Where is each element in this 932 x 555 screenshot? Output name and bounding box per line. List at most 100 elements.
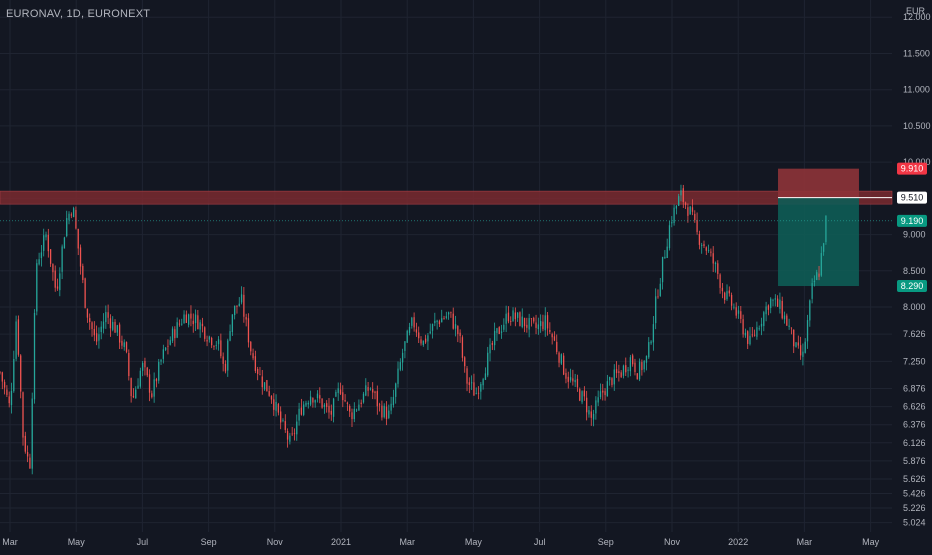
candle-body (652, 324, 655, 343)
x-tick-label: Jul (534, 537, 546, 547)
candle-body (457, 326, 459, 335)
candle-body (606, 381, 609, 397)
candle-body (293, 433, 296, 435)
candle-body (275, 401, 277, 411)
candle-body (696, 220, 698, 233)
price-axis[interactable]: EUR12.00011.50011.00010.50010.0009.5009.… (897, 6, 931, 528)
candle-body (776, 298, 779, 307)
candle-body (259, 374, 261, 376)
candle-body (383, 405, 385, 418)
x-tick-label: 2021 (331, 537, 351, 547)
candle-body (609, 376, 611, 381)
candle-body (703, 244, 705, 247)
candle-body (804, 341, 806, 353)
y-tick-label: 7.626 (903, 329, 926, 339)
candle-body (813, 281, 816, 282)
candle-body (75, 209, 77, 229)
candle-body (151, 393, 153, 398)
candle-body (52, 264, 54, 273)
candle-body (500, 331, 503, 333)
candle-body (595, 400, 597, 414)
price-tag-target-text: 8.290 (901, 281, 924, 291)
candle-body (192, 320, 194, 325)
candle-body (705, 247, 707, 251)
candle-body (63, 237, 66, 249)
candle-body (719, 274, 721, 288)
candle-body (802, 351, 804, 357)
candle-body (339, 389, 342, 394)
y-tick-label: 5.626 (903, 474, 926, 484)
candle-body (726, 291, 728, 300)
candle-body (365, 385, 367, 396)
y-tick-label: 5.426 (903, 489, 926, 499)
candle-body (657, 296, 659, 298)
candle-body (118, 324, 121, 343)
candle-body (160, 359, 162, 362)
candle-body (535, 322, 537, 328)
candle-body (599, 391, 602, 398)
candle-body (650, 341, 652, 344)
candle-body (190, 313, 192, 319)
candle-body (450, 311, 452, 313)
candle-body (70, 214, 72, 216)
candle-body (395, 383, 397, 397)
candle-body (252, 353, 254, 359)
candle-body (282, 420, 284, 422)
candle-body (121, 340, 123, 346)
candle-body (489, 344, 491, 354)
candle-body (72, 208, 75, 218)
candle-body (779, 299, 781, 309)
candle-body (806, 320, 809, 342)
candle-body (40, 252, 43, 259)
candle-body (112, 321, 114, 330)
candle-body (93, 328, 95, 336)
candle-body (487, 352, 489, 376)
candle-body (185, 314, 188, 323)
candle-body (254, 356, 257, 371)
x-tick-label: May (862, 537, 880, 547)
y-tick-label: 10.500 (903, 121, 931, 131)
candle-body (491, 343, 493, 345)
y-tick-label: 10.000 (903, 157, 931, 167)
candle-body (342, 392, 344, 401)
candle-body (291, 433, 293, 435)
candle-body (473, 382, 475, 396)
candle-body (574, 380, 576, 383)
x-tick-label: Nov (267, 537, 284, 547)
candle-body (360, 402, 362, 404)
candle-body (556, 341, 558, 352)
candle-body (406, 330, 408, 343)
candle-body (756, 327, 758, 337)
candle-body (351, 412, 353, 420)
candle-body (79, 247, 82, 267)
candle-body (452, 313, 454, 329)
candle-body (659, 283, 661, 296)
candle-body (786, 315, 788, 326)
candle-body (155, 378, 158, 382)
candle-body (408, 326, 411, 333)
candle-body (604, 391, 606, 396)
x-tick-label: Mar (399, 537, 415, 547)
candle-body (335, 391, 337, 397)
candle-body (68, 213, 70, 221)
candle-body (29, 457, 31, 469)
time-axis[interactable]: Mar May Jul Sep Nov 2021 Mar May Jul Sep Nov 2022 Ma… (2, 537, 879, 547)
candle-body (123, 342, 125, 348)
candle-body (558, 352, 560, 363)
y-tick-label: 12.000 (903, 12, 931, 22)
candle-body (505, 313, 507, 324)
candle-body (507, 312, 510, 322)
candle-body (215, 344, 217, 346)
candle-body (493, 330, 496, 346)
candle-body (694, 213, 696, 221)
candle-body (466, 368, 468, 384)
candle-body (436, 320, 438, 322)
candle-body (519, 312, 521, 326)
candle-body (586, 397, 588, 413)
candle-body (277, 404, 280, 413)
candle-body (388, 410, 390, 418)
candle-body (521, 316, 523, 328)
y-tick-label: 8.000 (903, 302, 926, 312)
